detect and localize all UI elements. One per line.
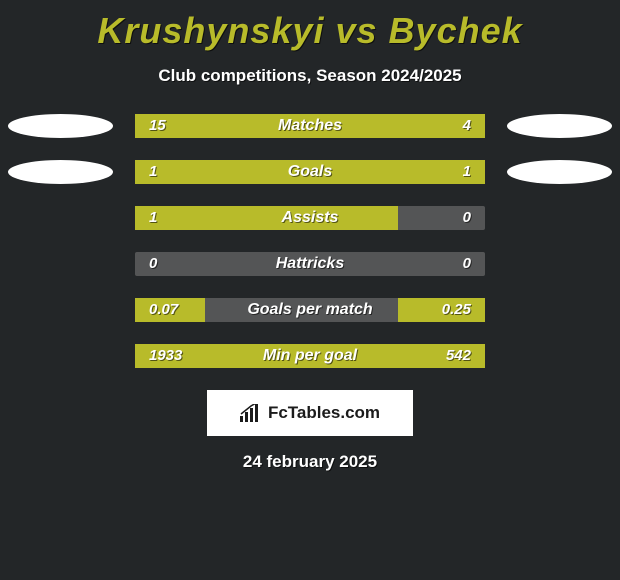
subtitle: Club competitions, Season 2024/2025 xyxy=(0,66,620,86)
bar-track: 154Matches xyxy=(135,114,485,138)
player1-name: Krushynskyi xyxy=(97,10,324,51)
bar-track: 11Goals xyxy=(135,160,485,184)
stat-right-value: 0 xyxy=(463,206,471,230)
bar-track: 0.070.25Goals per match xyxy=(135,298,485,322)
stat-left-value: 1933 xyxy=(149,344,182,368)
player2-badge xyxy=(507,160,612,184)
bar-right-fill xyxy=(310,160,485,184)
branding-text: FcTables.com xyxy=(268,403,380,423)
stat-row: 154Matches xyxy=(0,114,620,138)
stat-right-value: 1 xyxy=(463,160,471,184)
stat-right-value: 0 xyxy=(463,252,471,276)
stat-left-value: 0 xyxy=(149,252,157,276)
stat-label: Hattricks xyxy=(135,252,485,276)
bar-right-fill xyxy=(398,344,486,368)
stat-left-value: 1 xyxy=(149,160,157,184)
vs-text: vs xyxy=(335,10,377,51)
bar-left-fill xyxy=(135,114,398,138)
branding-badge: FcTables.com xyxy=(207,390,413,436)
stat-right-value: 4 xyxy=(463,114,471,138)
stat-row: 0.070.25Goals per match xyxy=(0,298,620,322)
date-text: 24 february 2025 xyxy=(0,452,620,472)
stat-row: 0 0Hattricks xyxy=(0,252,620,276)
comparison-title: Krushynskyi vs Bychek xyxy=(0,0,620,52)
stat-right-value: 0.25 xyxy=(442,298,471,322)
player1-badge xyxy=(8,114,113,138)
player2-name: Bychek xyxy=(389,10,523,51)
stat-row: 1933542Min per goal xyxy=(0,344,620,368)
bar-track: 10Assists xyxy=(135,206,485,230)
bar-right-fill xyxy=(398,114,486,138)
stat-left-value: 0.07 xyxy=(149,298,178,322)
stat-left-value: 1 xyxy=(149,206,157,230)
stats-chart: 154Matches11Goals10Assists00Hattricks0.0… xyxy=(0,114,620,368)
stat-right-value: 542 xyxy=(446,344,471,368)
bar-left-fill xyxy=(135,160,310,184)
stat-row: 11Goals xyxy=(0,160,620,184)
stat-left-value: 15 xyxy=(149,114,166,138)
player1-badge xyxy=(8,160,113,184)
player2-badge xyxy=(507,114,612,138)
stat-row: 10Assists xyxy=(0,206,620,230)
fctables-logo-icon xyxy=(240,404,262,422)
bar-left-fill xyxy=(135,206,398,230)
bar-track: 0 0Hattricks xyxy=(135,252,485,276)
bar-track: 1933542Min per goal xyxy=(135,344,485,368)
